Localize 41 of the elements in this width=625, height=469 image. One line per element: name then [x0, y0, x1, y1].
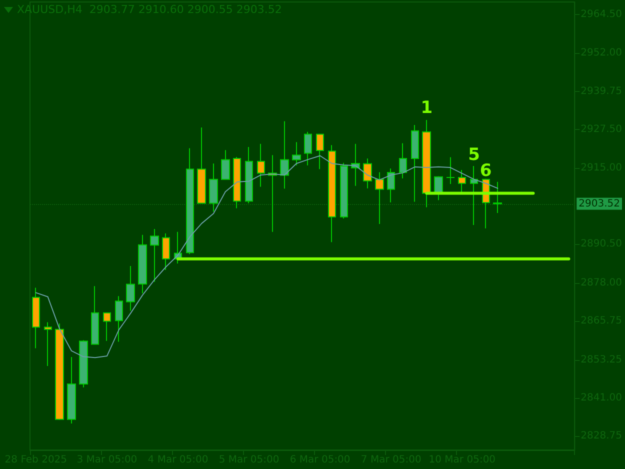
candlestick	[387, 168, 395, 203]
candlestick	[138, 234, 147, 294]
candlestick	[399, 142, 407, 179]
candlestick	[458, 170, 466, 193]
candlestick	[304, 131, 312, 166]
candlestick	[292, 142, 301, 166]
candlestick	[67, 356, 76, 424]
candlestick	[55, 322, 64, 421]
candlestick	[316, 133, 324, 170]
candlestick	[150, 228, 159, 282]
candlestick	[375, 172, 384, 225]
candlestick	[245, 146, 253, 204]
candlestick	[162, 232, 170, 271]
candlestick	[91, 286, 99, 345]
annotation: 1	[420, 98, 433, 118]
candlestick	[79, 340, 88, 388]
annotation: 5	[468, 145, 480, 165]
ref-line-label: 2903.52	[578, 198, 620, 210]
candlestick	[280, 120, 289, 190]
candlestick	[257, 143, 265, 188]
annotation: 6	[480, 161, 492, 181]
candlestick	[44, 322, 52, 366]
candlestick	[328, 144, 336, 243]
candlestick	[446, 156, 455, 184]
candlestick	[363, 158, 372, 189]
candlestick	[197, 126, 206, 204]
candlestick	[411, 124, 419, 202]
candlestick	[340, 162, 348, 219]
candlestick	[470, 165, 478, 226]
candlestick	[434, 176, 443, 201]
candlestick	[32, 287, 40, 349]
candlestick	[268, 154, 277, 232]
candlestick	[221, 150, 230, 180]
candlestick	[493, 181, 502, 214]
candlestick	[103, 312, 111, 342]
candlestick	[115, 296, 123, 342]
candlestick	[126, 265, 135, 312]
candlestick	[233, 156, 241, 209]
candlestick	[209, 162, 218, 212]
candlestick	[186, 148, 194, 255]
candlestick	[422, 120, 431, 208]
